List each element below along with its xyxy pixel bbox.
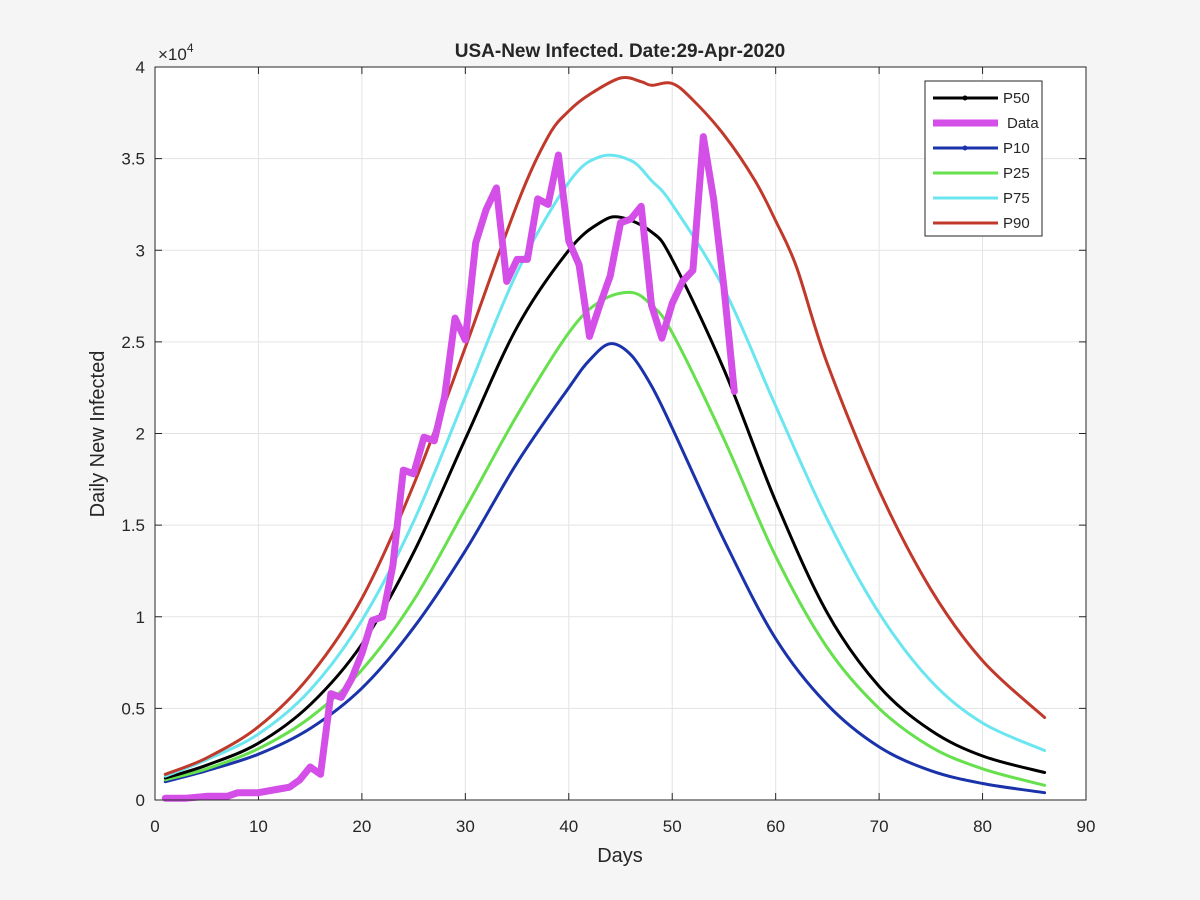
y-tick-label: 2.5 bbox=[121, 333, 145, 352]
series-line-data bbox=[161, 133, 738, 802]
x-tick-label: 0 bbox=[150, 817, 159, 836]
legend-marker bbox=[962, 95, 968, 101]
x-tick-label: 60 bbox=[766, 817, 785, 836]
x-tick-label: 10 bbox=[249, 817, 268, 836]
x-tick-label: 50 bbox=[663, 817, 682, 836]
y-tick-label: 1.5 bbox=[121, 516, 145, 535]
legend-label: P10 bbox=[1003, 140, 1030, 157]
series-line-p75 bbox=[163, 153, 1047, 778]
series-line-p90 bbox=[163, 76, 1047, 776]
y-tick-label: 3.5 bbox=[121, 150, 145, 169]
y-tick-label: 3 bbox=[136, 241, 145, 260]
y-tick-label: 1 bbox=[136, 608, 145, 627]
legend-entry-p10: P10 bbox=[933, 140, 1030, 157]
legend-entry-p25: P25 bbox=[933, 165, 1030, 182]
legend-marker bbox=[962, 145, 968, 151]
legend-label: P75 bbox=[1003, 190, 1030, 207]
x-tick-labels: 0 10 20 30 40 50 60 70 80 90 bbox=[150, 817, 1095, 836]
y-tick-label: 2 bbox=[136, 425, 145, 444]
y-tick-label: 0.5 bbox=[121, 699, 145, 718]
x-tick-label: 80 bbox=[973, 817, 992, 836]
y-tick-label: 0 bbox=[136, 791, 145, 810]
series-layer bbox=[161, 76, 1047, 802]
legend-entry-p75: P75 bbox=[933, 190, 1030, 207]
x-tick-label: 40 bbox=[559, 817, 578, 836]
x-tick-label: 20 bbox=[352, 817, 371, 836]
y-tick-labels: 0 0.5 1 1.5 2 2.5 3 3.5 4 bbox=[121, 58, 145, 810]
legend: P50 Data P10 P25 P75 P90 bbox=[924, 80, 1043, 237]
x-axis-label: Days bbox=[597, 845, 643, 867]
legend-label: P90 bbox=[1003, 215, 1030, 232]
x-tick-label: 30 bbox=[456, 817, 475, 836]
legend-entry-p90: P90 bbox=[933, 215, 1030, 232]
series-line-p50 bbox=[163, 215, 1047, 780]
series-line-p10 bbox=[163, 342, 1047, 795]
legend-box bbox=[924, 80, 1043, 237]
legend-entry-p50: P50 bbox=[933, 90, 1030, 107]
legend-label: Data bbox=[1007, 115, 1039, 132]
legend-entry-data: Data bbox=[933, 115, 1039, 132]
legend-label: P25 bbox=[1003, 165, 1030, 182]
x-tick-label: 90 bbox=[1077, 817, 1096, 836]
chart-title: USA-New Infected. Date:29-Apr-2020 bbox=[455, 41, 785, 62]
legend-label: P50 bbox=[1003, 90, 1030, 107]
y-axis-label: Daily New Infected bbox=[87, 351, 109, 518]
y-axis-exponent: ×104 bbox=[158, 41, 194, 64]
y-tick-label: 4 bbox=[136, 58, 145, 77]
plot-frame bbox=[154, 66, 1087, 801]
x-tick-label: 70 bbox=[870, 817, 889, 836]
